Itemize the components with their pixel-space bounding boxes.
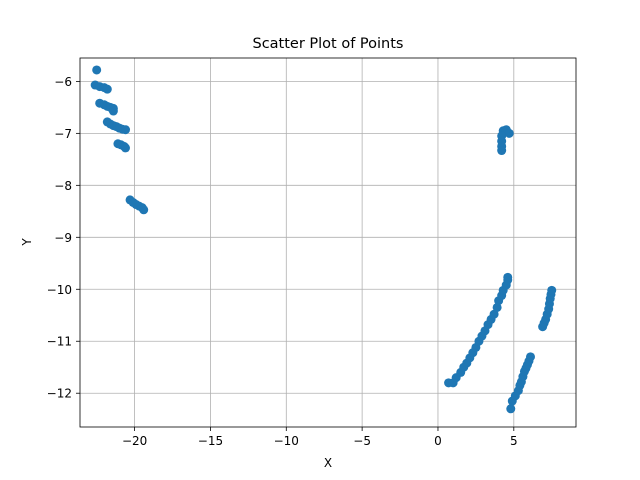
data-point: [121, 143, 131, 153]
y-tick-label: −12: [47, 387, 72, 401]
y-axis-label: Y: [20, 238, 34, 247]
x-tick-label: −20: [122, 434, 147, 448]
data-point: [121, 125, 131, 135]
data-point: [525, 352, 535, 362]
data-point: [506, 404, 516, 414]
x-tick-label: −5: [353, 434, 371, 448]
data-point: [139, 205, 149, 215]
x-tick-label: 5: [510, 434, 518, 448]
data-point: [92, 65, 102, 75]
chart-title: Scatter Plot of Points: [252, 36, 403, 52]
grid-lines: [80, 58, 576, 427]
y-tick-label: −9: [54, 231, 72, 245]
data-point: [108, 106, 118, 116]
y-tick-label: −7: [54, 127, 72, 141]
data-points: [90, 65, 557, 414]
y-tick-label: −11: [47, 335, 72, 349]
data-point: [503, 272, 513, 282]
data-point: [547, 285, 557, 295]
y-tick-label: −6: [54, 75, 72, 89]
data-point: [504, 128, 514, 138]
data-point: [489, 309, 499, 319]
axis-ticks: −20 −15 −10 −5 0 5 −6 −7 −8 −9 −10 −11 −12: [47, 75, 518, 448]
data-point: [102, 84, 112, 94]
x-tick-label: 0: [434, 434, 442, 448]
data-point: [497, 146, 507, 156]
x-tick-label: −10: [274, 434, 299, 448]
x-tick-label: −15: [198, 434, 223, 448]
y-tick-label: −10: [47, 283, 72, 297]
x-axis-label: X: [324, 456, 332, 470]
plot-frame: [79, 57, 577, 428]
y-tick-label: −8: [54, 179, 72, 193]
data-point: [492, 302, 502, 312]
